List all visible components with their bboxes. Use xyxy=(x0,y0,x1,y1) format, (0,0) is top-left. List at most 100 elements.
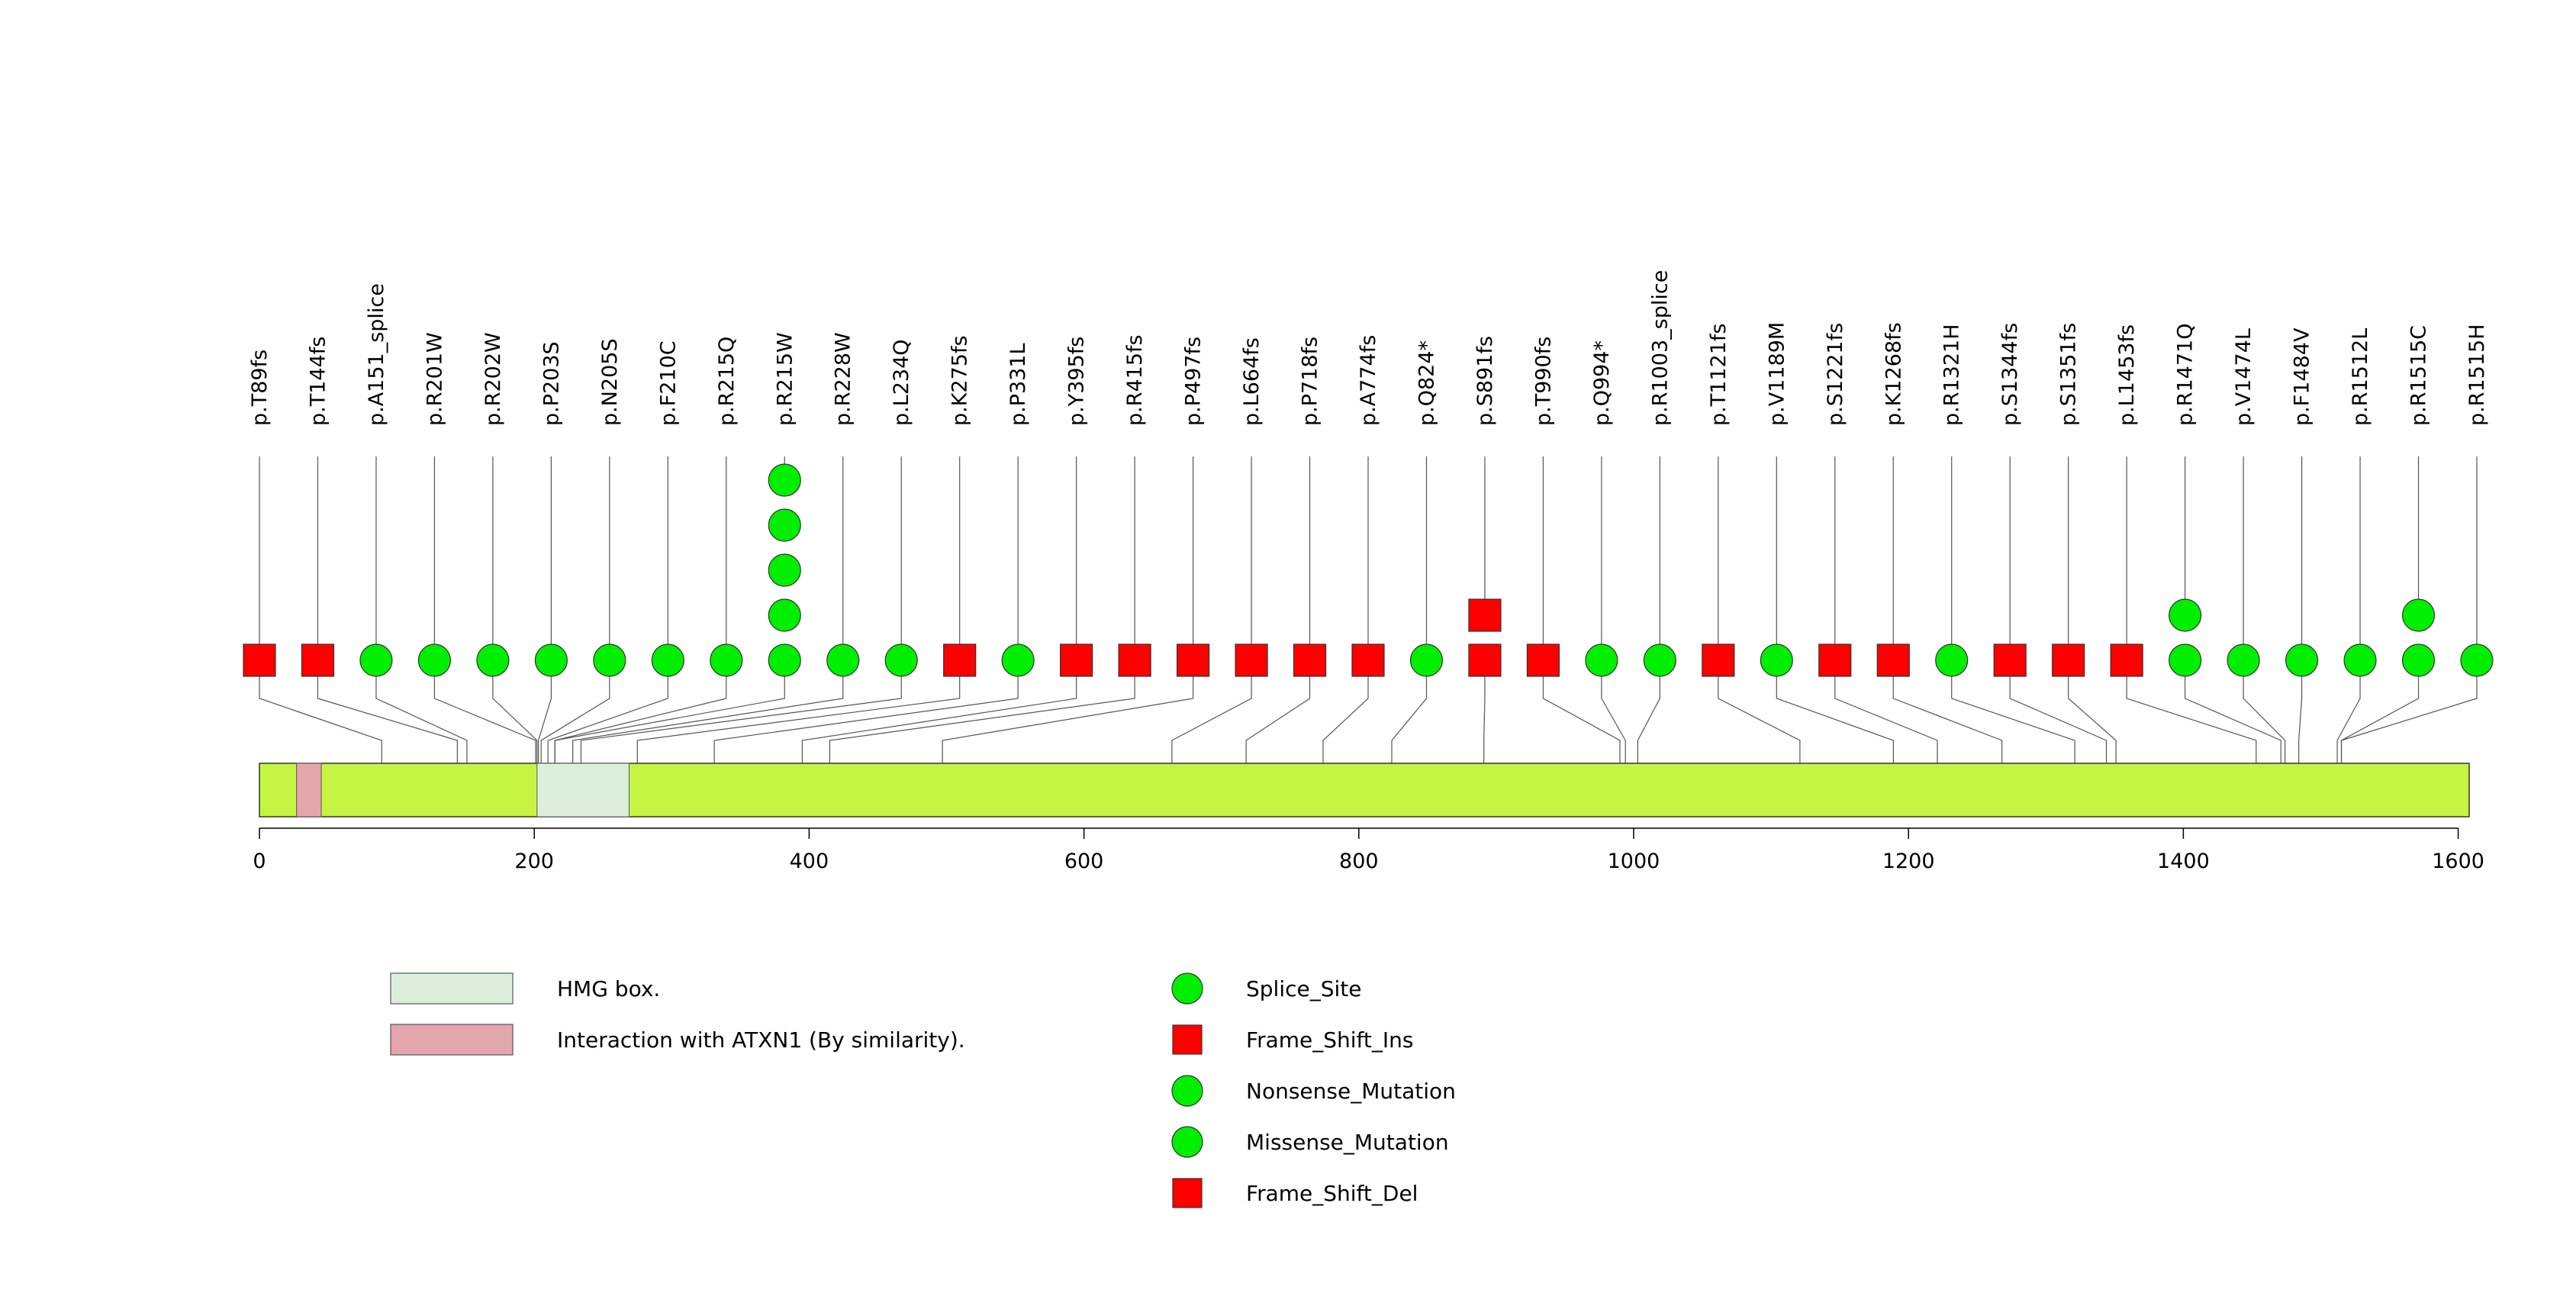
mutation-circle xyxy=(2169,598,2202,632)
mutation-square xyxy=(2052,643,2085,677)
mutation-circle xyxy=(1643,643,1676,677)
legend-label: Splice_Site xyxy=(1246,976,1361,1001)
legend-label: Missense_Mutation xyxy=(1246,1130,1449,1155)
mutation-label: p.A151_splice xyxy=(365,283,388,426)
mutation-label: p.P718fs xyxy=(1299,337,1322,426)
mutation-label: p.Q824* xyxy=(1415,340,1438,426)
mutation-square xyxy=(1060,643,1093,677)
domain-rect xyxy=(536,763,630,818)
mutation-circle xyxy=(2169,643,2202,677)
protein-domains xyxy=(296,763,630,818)
mutation-label: p.P497fs xyxy=(1182,337,1206,426)
x-axis: 0 200 400 600 800 1000 1200 1400 1600 xyxy=(253,827,2484,873)
tick-label: 0 xyxy=(253,850,266,873)
mutation-square xyxy=(1526,643,1560,677)
mutation-square xyxy=(1118,643,1151,677)
mutation-label: p.R1471Q xyxy=(2174,324,2198,426)
mutation-circle xyxy=(359,643,393,677)
mutation-circle xyxy=(1585,643,1618,677)
mutation-label: p.L1453fs xyxy=(2115,324,2139,426)
mutation-square xyxy=(1176,643,1210,677)
mutation-label: p.R215Q xyxy=(715,337,739,426)
domain-rect xyxy=(296,763,322,818)
mutation-circle xyxy=(534,643,568,677)
tick-label: 1000 xyxy=(1608,850,1660,873)
mutation-labels: p.T89fs p.T144fs p.A151_splice p.R201W p.R20… xyxy=(248,270,2489,426)
mutation-square xyxy=(243,643,276,677)
mutation-label: p.V1189M xyxy=(1765,322,1789,426)
mutation-square xyxy=(1468,643,1502,677)
mutation-circle xyxy=(593,643,626,677)
mutation-label: p.N205S xyxy=(598,338,622,426)
mutation-label: p.K1268fs xyxy=(1882,322,1905,426)
mutation-label: p.K275fs xyxy=(948,335,972,426)
mutation-circle xyxy=(2285,643,2319,677)
mutation-circle xyxy=(417,643,452,677)
mutation-label: p.R1515H xyxy=(2465,324,2489,427)
mutation-circle xyxy=(476,643,510,677)
tick-label: 600 xyxy=(1064,850,1104,873)
mutation-label: p.R415fs xyxy=(1123,334,1147,426)
legend-label: Nonsense_Mutation xyxy=(1246,1079,1456,1104)
mutation-circle xyxy=(2401,643,2436,677)
mutation-label: p.T1121fs xyxy=(1707,324,1731,427)
mutation-square xyxy=(301,643,335,677)
mutation-square xyxy=(1702,643,1735,677)
mutation-circle xyxy=(651,643,684,677)
mutation-label: p.T144fs xyxy=(306,337,330,426)
mutation-square xyxy=(1235,643,1268,677)
mutation-circle xyxy=(768,463,801,497)
tick-label: 1400 xyxy=(2157,850,2210,873)
mutation-label: p.S1351fs xyxy=(2057,323,2081,426)
mutation-circle xyxy=(768,553,801,587)
tick-label: 400 xyxy=(790,850,829,873)
mutation-label: p.R1321H xyxy=(1940,324,1964,427)
mutation-circle xyxy=(768,508,801,542)
mutation-label: p.L234Q xyxy=(890,339,913,426)
mutation-label: p.L664fs xyxy=(1240,337,1264,426)
mutation-label: p.Y395fs xyxy=(1065,337,1089,426)
mutation-label: p.R228W xyxy=(832,332,855,426)
mutation-label: p.R1515C xyxy=(2407,325,2431,426)
mutation-label: p.F1484V xyxy=(2291,327,2314,426)
legend-circle-icon xyxy=(1171,972,1203,1005)
mutation-label: p.R1003_splice xyxy=(1648,270,1672,426)
mutation-circle xyxy=(2227,643,2260,677)
mutation-circle xyxy=(826,643,860,677)
mutation-label: p.T990fs xyxy=(1531,337,1555,426)
tick-label: 800 xyxy=(1339,850,1379,873)
mutation-square xyxy=(943,643,977,677)
mutation-circle xyxy=(2401,598,2436,632)
mutation-label: p.F210C xyxy=(656,340,680,426)
mutation-label: p.V1474L xyxy=(2232,328,2256,426)
tick-label: 200 xyxy=(514,850,554,873)
legend-square-icon xyxy=(1172,1178,1203,1208)
mutation-label: p.A774fs xyxy=(1357,335,1380,426)
mutation-circle xyxy=(768,598,801,632)
legend-label: Frame_Shift_Del xyxy=(1246,1181,1418,1206)
mutation-circle xyxy=(1760,643,1793,677)
legend: HMG box. Interaction with ATXN1 (By simil… xyxy=(390,972,1456,1208)
mutation-label: p.R215W xyxy=(773,332,797,426)
mutation-label: p.T89fs xyxy=(248,350,272,426)
mutation-circle xyxy=(2460,643,2494,677)
tick-label: 1200 xyxy=(1882,850,1935,873)
mutation-label: p.S891fs xyxy=(1473,336,1497,426)
legend-swatch xyxy=(390,972,514,1005)
mutation-label: p.Q994* xyxy=(1590,340,1614,426)
tick-label: 1600 xyxy=(2432,850,2484,873)
legend-label: HMG box. xyxy=(557,976,660,1001)
mutation-label: p.R202W xyxy=(481,332,505,426)
legend-label: Frame_Shift_Ins xyxy=(1246,1027,1413,1053)
mutation-square xyxy=(1351,643,1385,677)
legend-swatch xyxy=(390,1024,514,1056)
mutation-label: p.S1344fs xyxy=(1998,323,2022,426)
legend-circle-icon xyxy=(1171,1126,1203,1158)
connector-lines xyxy=(259,456,2478,817)
mutation-square xyxy=(1993,643,2027,677)
mutation-circle xyxy=(1001,643,1035,677)
mutation-circle xyxy=(710,643,743,677)
legend-square-icon xyxy=(1172,1024,1203,1055)
mutation-label: p.P331L xyxy=(1006,343,1030,426)
